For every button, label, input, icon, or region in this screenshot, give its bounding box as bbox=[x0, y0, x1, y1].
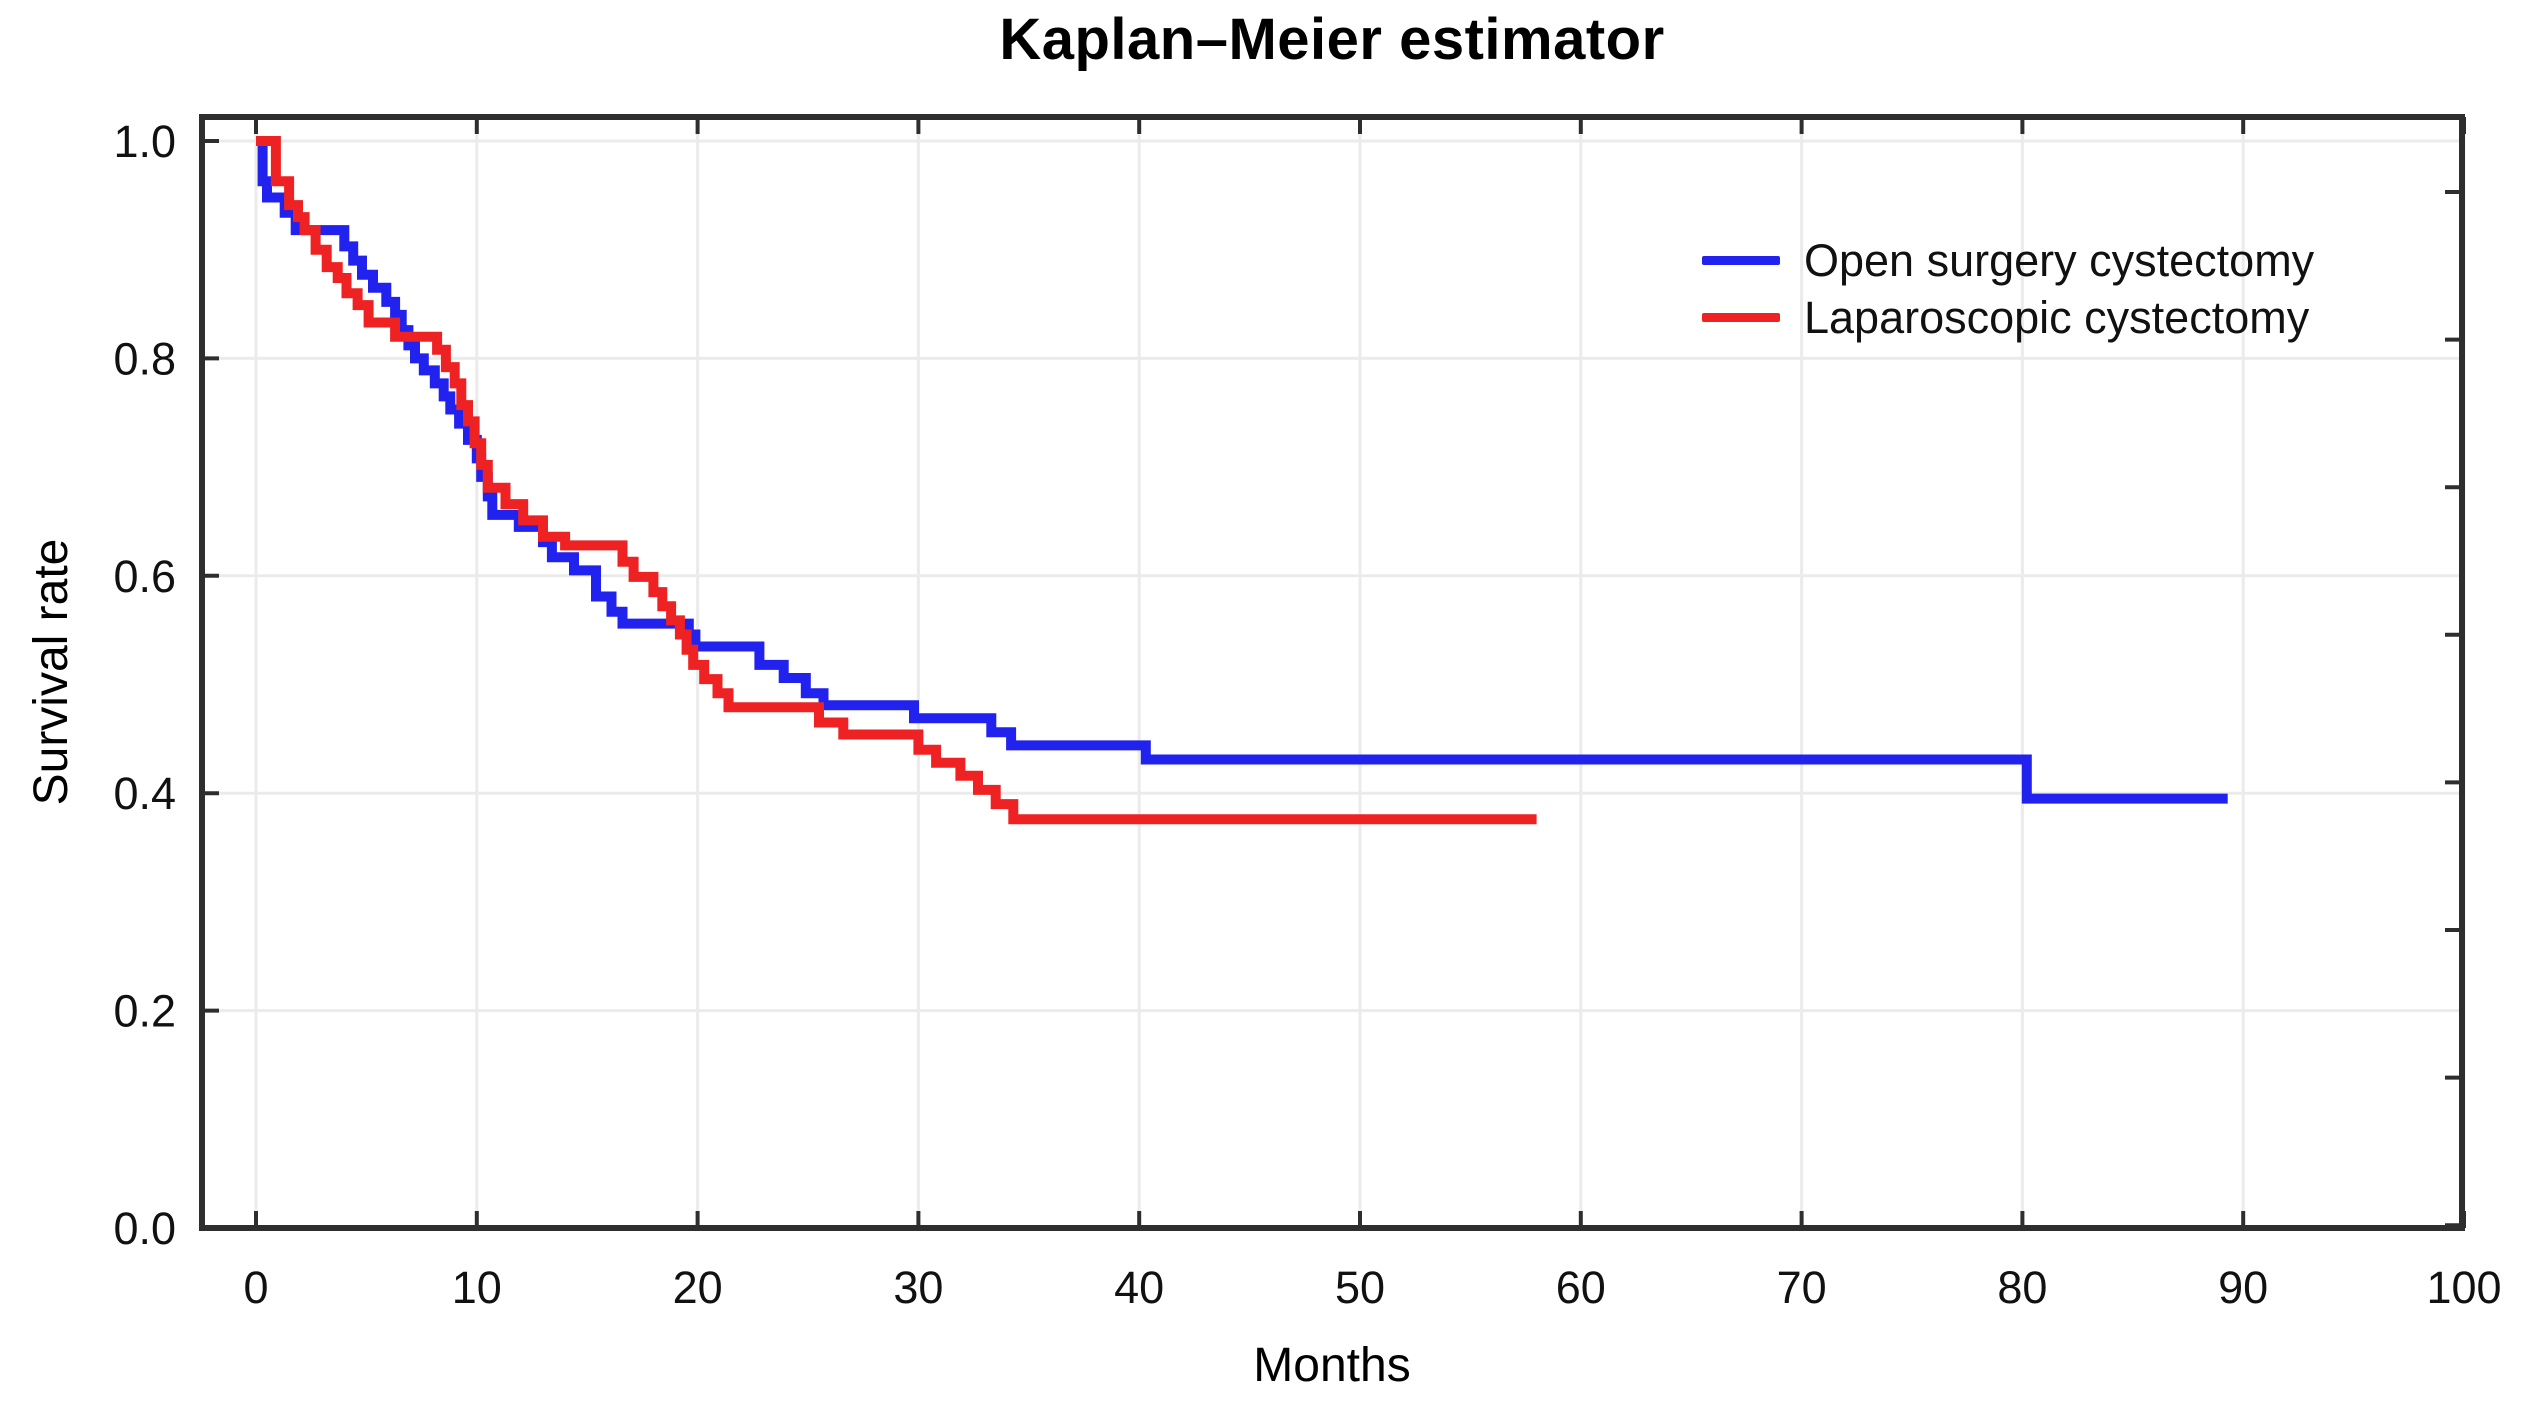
x-tick-label: 30 bbox=[893, 1262, 943, 1313]
legend-item-laparoscopic: Laparoscopic cystectomy bbox=[1702, 289, 2314, 346]
x-tick-label: 90 bbox=[2218, 1262, 2268, 1313]
x-tick-label: 80 bbox=[1997, 1262, 2047, 1313]
x-tick-label: 100 bbox=[2426, 1262, 2501, 1313]
x-axis-label: Months bbox=[1253, 1339, 1411, 1392]
survival-curve-laparoscopic bbox=[256, 136, 1537, 825]
y-tick-label: 0.4 bbox=[113, 768, 176, 819]
plot-frame bbox=[199, 114, 2465, 1231]
legend-line-laparoscopic bbox=[1702, 313, 1780, 322]
y-tick-label: 0.8 bbox=[113, 333, 176, 384]
x-tick-label: 0 bbox=[243, 1262, 268, 1313]
x-tick-label: 40 bbox=[1114, 1262, 1164, 1313]
y-tick-label: 1.0 bbox=[113, 116, 176, 167]
x-tick-label: 20 bbox=[673, 1262, 723, 1313]
chart-title: Kaplan–Meier estimator bbox=[999, 7, 1665, 72]
legend: Open surgery cystectomy Laparoscopic cys… bbox=[1702, 232, 2314, 346]
legend-label-open: Open surgery cystectomy bbox=[1804, 234, 2315, 286]
legend-line-open bbox=[1702, 256, 1780, 265]
x-tick-label: 50 bbox=[1335, 1262, 1385, 1313]
y-tick-label: 0.2 bbox=[113, 986, 176, 1037]
y-tick-label: 0.6 bbox=[113, 551, 176, 602]
x-tick-label: 70 bbox=[1777, 1262, 1827, 1313]
x-tick-label: 10 bbox=[452, 1262, 502, 1313]
legend-item-open-surgery: Open surgery cystectomy bbox=[1702, 232, 2314, 289]
x-tick-label: 60 bbox=[1556, 1262, 1606, 1313]
y-tick-label: 0.0 bbox=[113, 1203, 176, 1254]
legend-label-laparoscopic: Laparoscopic cystectomy bbox=[1804, 291, 2310, 343]
